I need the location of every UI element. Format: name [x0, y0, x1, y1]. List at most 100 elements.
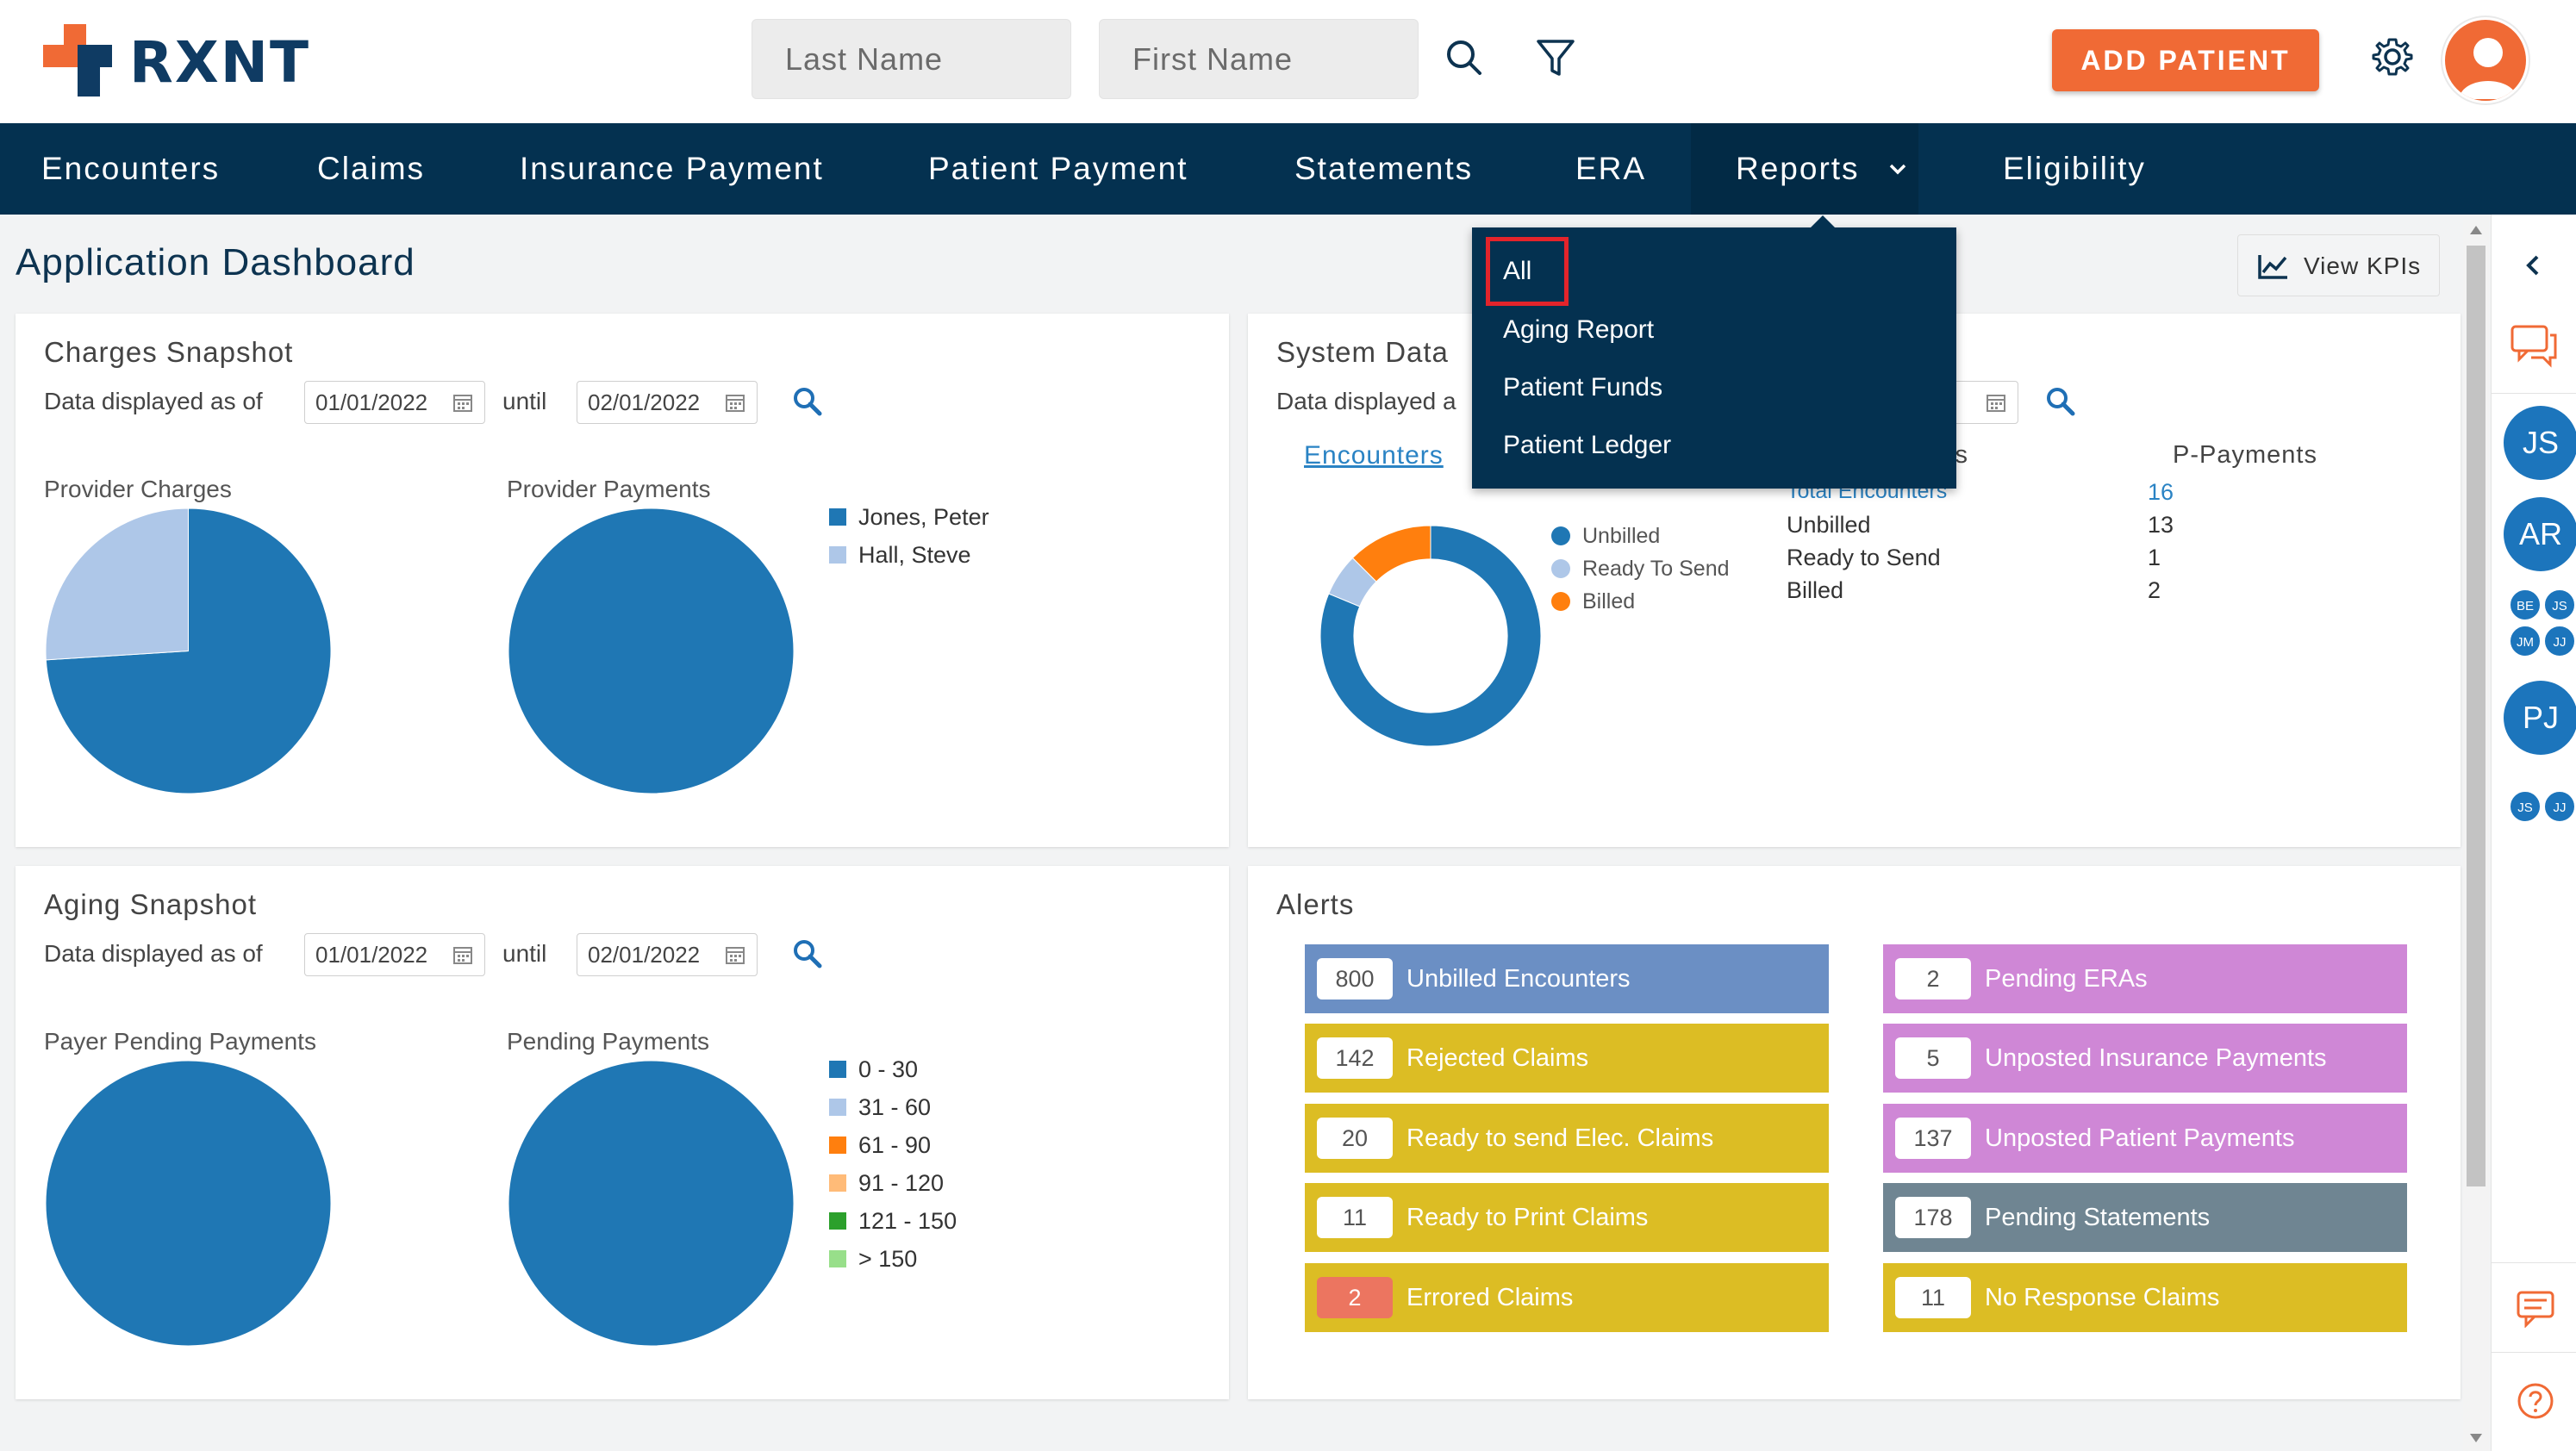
- alert-rejected-claims[interactable]: 142 Rejected Claims: [1305, 1024, 1829, 1093]
- alert-unposted-insurance-payments[interactable]: 5 Unposted Insurance Payments: [1883, 1024, 2407, 1093]
- nav-reports-label: Reports: [1736, 151, 1860, 186]
- nav-eligibility[interactable]: Eligibility: [2003, 151, 2146, 186]
- alert-pending-eras[interactable]: 2 Pending ERAs: [1883, 944, 2407, 1013]
- nav-reports[interactable]: Reports: [1691, 123, 1918, 215]
- pie-slice-hall-steve[interactable]: [45, 508, 189, 661]
- menu-item-all[interactable]: All: [1503, 257, 1532, 285]
- system-row-value: 1: [2148, 545, 2161, 570]
- avatar-js-small[interactable]: JS: [2543, 588, 2576, 621]
- help-icon[interactable]: [2516, 1381, 2555, 1421]
- legend-label: Billed: [1582, 588, 1636, 613]
- alert-unbilled-encounters[interactable]: 800 Unbilled Encounters: [1305, 944, 1829, 1013]
- alert-label: Rejected Claims: [1407, 1043, 1589, 1072]
- top-header: RXNT ADD PATIENT: [0, 0, 2576, 123]
- view-kpis-label: View KPIs: [2304, 252, 2422, 279]
- charges-to-date-value: 02/01/2022: [588, 389, 701, 415]
- legend-swatch: [829, 508, 846, 526]
- pie-slice-jones-peter[interactable]: [508, 508, 795, 794]
- alert-no-response-claims[interactable]: 11 No Response Claims: [1883, 1263, 2407, 1332]
- charges-from-date[interactable]: 01/01/2022: [304, 381, 485, 424]
- alert-pending-statements[interactable]: 178 Pending Statements: [1883, 1183, 2407, 1252]
- aging-from-date[interactable]: 01/01/2022: [304, 933, 485, 976]
- legend-label: 61 - 90: [858, 1131, 932, 1158]
- aging-search-icon[interactable]: [790, 937, 825, 971]
- rxnt-logo[interactable]: RXNT: [43, 24, 310, 102]
- rail-divider: [2492, 393, 2576, 394]
- nav-patient-payment[interactable]: Patient Payment: [928, 151, 1188, 186]
- avatar-js[interactable]: JS: [2504, 406, 2576, 480]
- avatar-js-group[interactable]: JS: [2509, 790, 2542, 823]
- legend-swatch: [1551, 592, 1570, 611]
- nav-encounters[interactable]: Encounters: [41, 151, 221, 186]
- pie-slice-0-30[interactable]: [508, 1060, 795, 1347]
- avatar-ar[interactable]: AR: [2504, 497, 2576, 571]
- last-name-input[interactable]: [752, 19, 1071, 99]
- nav-statements[interactable]: Statements: [1294, 151, 1474, 186]
- alert-label: Pending Statements: [1985, 1203, 2211, 1231]
- system-search-icon[interactable]: [2043, 384, 2078, 419]
- user-avatar[interactable]: [2442, 17, 2529, 103]
- menu-item-patient-funds[interactable]: Patient Funds: [1503, 373, 1663, 402]
- aging-until-label: until: [502, 940, 547, 967]
- charges-until-label: until: [502, 388, 547, 414]
- first-name-input[interactable]: [1099, 19, 1419, 99]
- alert-ready-to-print-claims[interactable]: 11 Ready to Print Claims: [1305, 1183, 1829, 1252]
- chat-bubbles-icon[interactable]: [2509, 323, 2560, 371]
- menu-item-aging-report[interactable]: Aging Report: [1503, 315, 1655, 344]
- scroll-up-icon[interactable]: [2468, 224, 2484, 236]
- charges-to-date[interactable]: 02/01/2022: [577, 381, 758, 424]
- charges-search-icon[interactable]: [790, 384, 825, 419]
- scroll-down-icon[interactable]: [2468, 1432, 2484, 1444]
- legend-item: > 150: [829, 1240, 957, 1278]
- view-kpis-button[interactable]: View KPIs: [2237, 234, 2440, 296]
- donut-hole: [1353, 558, 1508, 713]
- aging-to-date-value: 02/01/2022: [588, 942, 701, 968]
- pie-slice-0-30[interactable]: [45, 1060, 332, 1347]
- alert-count: 11: [1895, 1277, 1971, 1318]
- avatar-be[interactable]: BE: [2509, 588, 2542, 621]
- alert-label: No Response Claims: [1985, 1283, 2220, 1311]
- alert-errored-claims[interactable]: 2 Errored Claims: [1305, 1263, 1829, 1332]
- scrollbar-thumb[interactable]: [2467, 246, 2486, 1186]
- alert-label: Unposted Patient Payments: [1985, 1124, 2295, 1152]
- nav-era[interactable]: ERA: [1575, 151, 1647, 186]
- aging-from-date-value: 01/01/2022: [315, 942, 428, 968]
- charges-as-of-label: Data displayed as of: [44, 388, 263, 414]
- system-col-p-payments: P-Payments: [2173, 441, 2317, 469]
- legend-label: > 150: [858, 1245, 918, 1272]
- avatar-jj[interactable]: JJ: [2543, 625, 2576, 657]
- chevron-down-icon: [1889, 164, 1906, 175]
- legend-swatch: [829, 546, 846, 564]
- system-data-title: System Data: [1276, 336, 1449, 368]
- legend-swatch: [829, 1212, 846, 1230]
- provider-payments-label: Provider Payments: [507, 476, 711, 502]
- provider-payments-pie: [508, 508, 795, 794]
- filter-icon[interactable]: [1530, 33, 1581, 84]
- legend-item: Unbilled: [1551, 520, 1730, 552]
- alert-label: Ready to Print Claims: [1407, 1203, 1649, 1231]
- alert-ready-to-send-claims[interactable]: 20 Ready to send Elec. Claims: [1305, 1104, 1829, 1173]
- menu-item-patient-ledger[interactable]: Patient Ledger: [1503, 431, 1672, 459]
- message-icon[interactable]: [2516, 1290, 2555, 1328]
- system-row-value: 13: [2148, 512, 2174, 538]
- payer-pending-label: Payer Pending Payments: [44, 1028, 316, 1055]
- search-icon[interactable]: [1439, 33, 1491, 84]
- add-patient-button[interactable]: ADD PATIENT: [2052, 29, 2319, 91]
- system-row-label: Unbilled: [1787, 512, 1871, 538]
- tab-encounters[interactable]: Encounters: [1304, 441, 1444, 470]
- alert-unposted-patient-payments[interactable]: 137 Unposted Patient Payments: [1883, 1104, 2407, 1173]
- calendar-icon: [726, 947, 745, 964]
- gear-icon[interactable]: [2367, 31, 2418, 83]
- nav-claims[interactable]: Claims: [317, 151, 426, 186]
- chevron-left-icon[interactable]: [2521, 252, 2547, 278]
- alerts-title: Alerts: [1276, 888, 1355, 920]
- alert-count: 20: [1317, 1118, 1393, 1159]
- nav-insurance-payment[interactable]: Insurance Payment: [520, 151, 824, 186]
- line-chart-icon: [2258, 255, 2287, 279]
- avatar-jj-group[interactable]: JJ: [2543, 790, 2576, 823]
- avatar-pj[interactable]: PJ: [2504, 681, 2576, 755]
- aging-to-date[interactable]: 02/01/2022: [577, 933, 758, 976]
- avatar-jm[interactable]: JM: [2509, 625, 2542, 657]
- alert-count: 11: [1317, 1197, 1393, 1238]
- legend-item: 121 - 150: [829, 1202, 957, 1240]
